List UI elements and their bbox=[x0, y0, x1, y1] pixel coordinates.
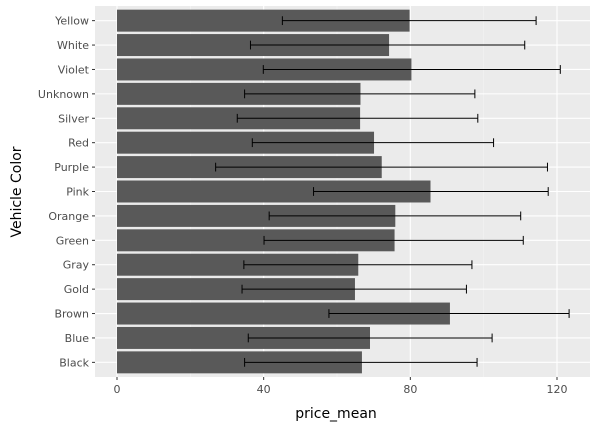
x-tick-label: 40 bbox=[257, 383, 271, 396]
y-axis: Black Blue Brown Gold Gray Green Orange Pink Pur… bbox=[38, 15, 95, 369]
x-axis: 0 40 80 120 bbox=[114, 377, 568, 396]
bar-orange bbox=[117, 204, 396, 227]
y-tick-label: Violet bbox=[58, 63, 90, 76]
x-tick-label: 0 bbox=[114, 383, 121, 396]
bar-gray bbox=[117, 253, 359, 276]
bar-pink bbox=[117, 180, 431, 203]
bar-brown bbox=[117, 302, 450, 325]
y-tick-label: Gold bbox=[64, 283, 89, 296]
y-tick-label: White bbox=[57, 39, 89, 52]
x-tick-label: 120 bbox=[547, 383, 568, 396]
y-tick-label: Black bbox=[59, 356, 89, 369]
bar-unknown bbox=[117, 82, 361, 105]
bar-red bbox=[117, 131, 375, 154]
y-tick-label: Brown bbox=[54, 308, 89, 321]
y-tick-label: Pink bbox=[66, 186, 89, 199]
y-tick-label: Silver bbox=[58, 112, 89, 125]
bar-gold bbox=[117, 278, 355, 301]
y-tick-label: Purple bbox=[54, 161, 89, 174]
error-bars bbox=[215, 16, 570, 367]
y-tick-label: Gray bbox=[63, 259, 90, 272]
bar-green bbox=[117, 229, 395, 252]
bar-yellow bbox=[117, 9, 410, 32]
y-axis-title: Vehicle Color bbox=[9, 146, 25, 237]
x-tick-label: 80 bbox=[403, 383, 417, 396]
y-tick-label: Green bbox=[56, 234, 89, 247]
y-tick-label: Red bbox=[68, 137, 89, 150]
x-axis-title: price_mean bbox=[295, 406, 377, 422]
y-tick-label: Orange bbox=[48, 210, 89, 223]
y-tick-label: Blue bbox=[65, 332, 90, 345]
y-tick-label: Yellow bbox=[54, 15, 89, 28]
y-tick-label: Unknown bbox=[38, 88, 89, 101]
bar-black bbox=[117, 351, 362, 374]
bar-blue bbox=[117, 326, 370, 349]
